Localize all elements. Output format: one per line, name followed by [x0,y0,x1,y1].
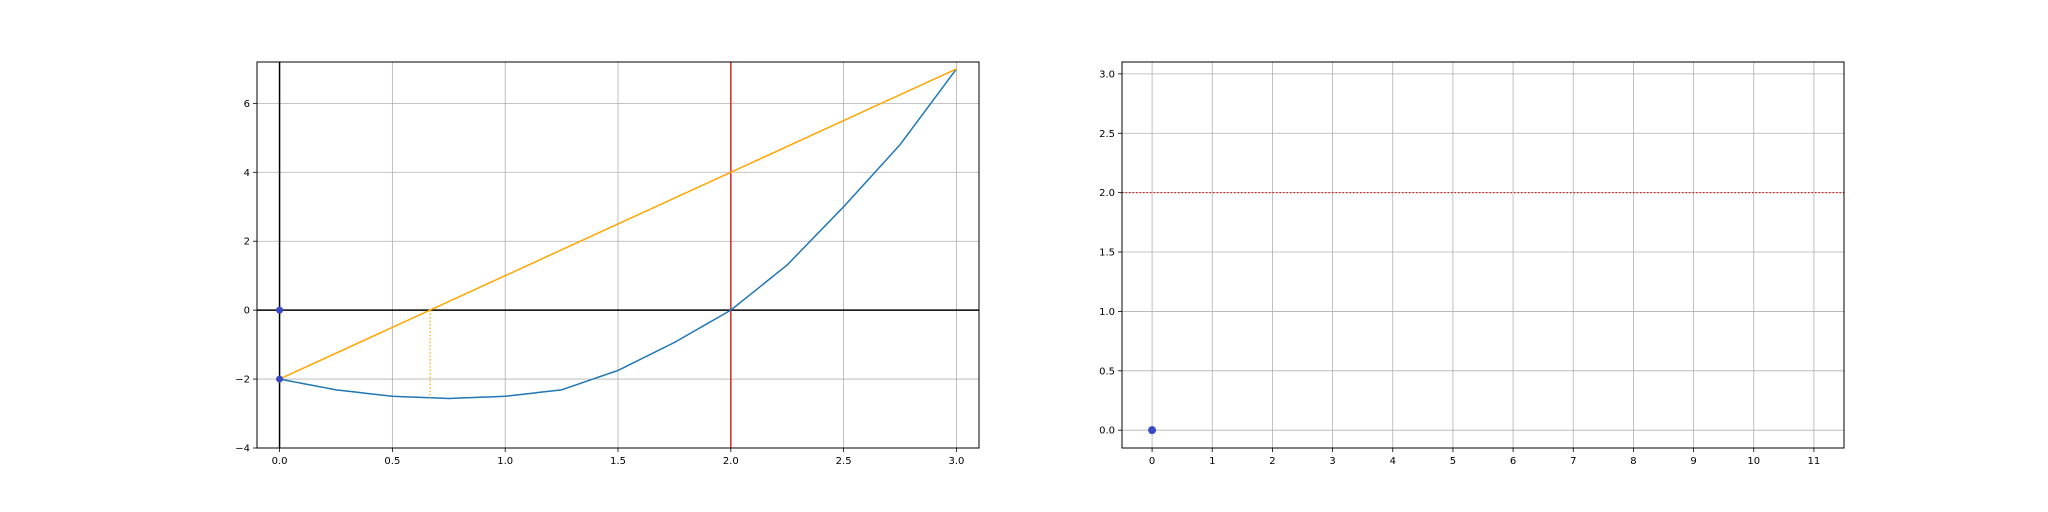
left-data-point [276,375,284,383]
left-chart: 0.0 0.5 1.0 1.5 2.0 2.5 3.0 −4 −2 0 2 4 6 [235,61,980,467]
right-x-tick-label: 3 [1329,456,1335,467]
left-x-tick-label: 1.0 [497,456,513,467]
left-x-tick-label: 0.0 [272,456,288,467]
right-data-point [1148,426,1157,435]
left-y-tick-label: −4 [235,444,250,455]
left-x-tick-label: 3.0 [948,456,964,467]
right-x-tick-label: 4 [1390,456,1396,467]
right-x-tick-label: 2 [1269,456,1275,467]
left-x-tick-label: 2.0 [723,456,739,467]
right-y-tick-label: 1.0 [1099,307,1115,318]
right-y-tick-label: 1.5 [1099,248,1115,259]
right-y-tick-label: 3.0 [1099,69,1115,80]
left-x-tick-label: 0.5 [384,456,400,467]
left-y-tick-label: −2 [235,375,250,386]
right-x-tick-label: 10 [1747,456,1760,467]
left-y-tick-label: 0 [244,306,250,317]
left-y-tick-label: 6 [244,99,250,110]
right-chart: 0 1 2 3 4 5 6 7 8 9 10 11 0.0 0.5 1.0 1.5 2.0 2.5 3.0 [1099,61,1845,467]
right-x-tick-label: 0 [1149,456,1155,467]
right-x-tick-label: 11 [1808,456,1821,467]
left-x-tick-label: 1.5 [610,456,626,467]
left-data-point [276,306,284,314]
left-frame [256,61,980,449]
right-y-tick-label: 2.0 [1099,188,1115,199]
right-x-tick-label: 1 [1209,456,1215,467]
left-curve-line [279,68,958,400]
right-y-tick-label: 0.0 [1099,426,1115,437]
right-frame [1121,61,1845,449]
left-y-tick-label: 2 [244,237,250,248]
right-x-tick-label: 8 [1630,456,1636,467]
right-y-tick-label: 2.5 [1099,129,1115,140]
right-y-tick-label: 0.5 [1099,366,1115,377]
right-x-tick-label: 7 [1570,456,1576,467]
right-x-tick-label: 9 [1690,456,1696,467]
left-x-tick-label: 2.5 [836,456,852,467]
right-x-tick-label: 5 [1450,456,1456,467]
left-y-tick-label: 4 [244,168,250,179]
right-x-tick-label: 6 [1510,456,1516,467]
left-tangent-line [279,68,957,380]
